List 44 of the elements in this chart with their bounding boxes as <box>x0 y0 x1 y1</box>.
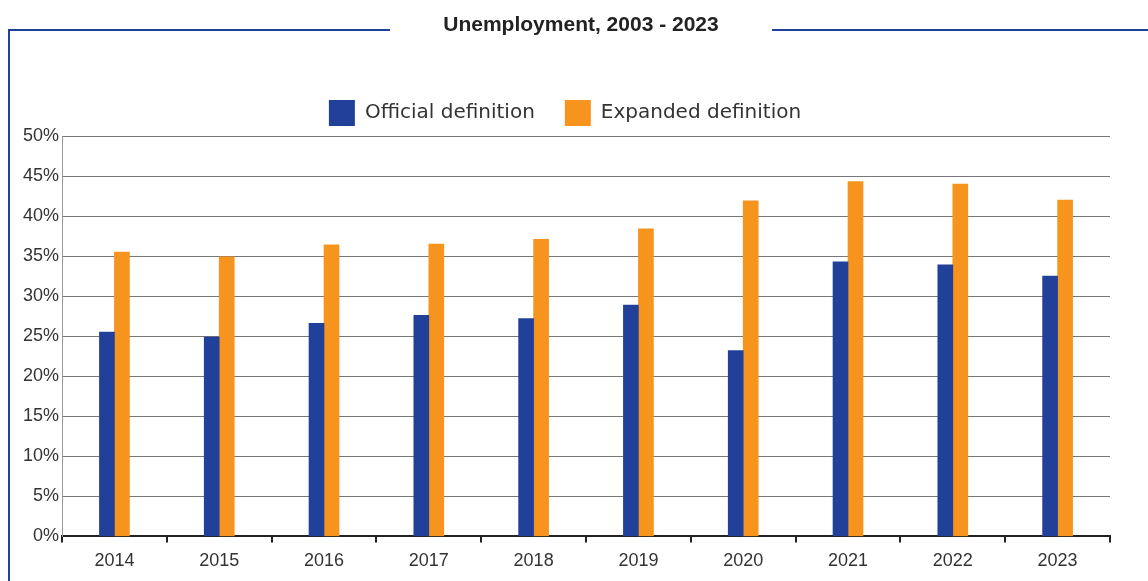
legend-label: Expanded definition <box>600 99 802 124</box>
y-tick-label: 0% <box>33 525 60 546</box>
bar <box>533 238 549 537</box>
x-tick-label: 2023 <box>1037 550 1078 571</box>
x-tick-label: 2014 <box>94 550 135 571</box>
y-tick-label: 10% <box>23 445 60 466</box>
y-tick-label: 20% <box>23 365 60 386</box>
y-tick-label: 35% <box>23 245 60 266</box>
bar <box>308 323 325 537</box>
chart-title: Unemployment, 2003 - 2023 <box>390 12 772 36</box>
bar <box>638 228 654 537</box>
bar <box>218 256 235 537</box>
bar <box>413 315 430 537</box>
y-tick-label: 40% <box>23 205 60 226</box>
bar <box>742 200 759 537</box>
y-tick-label: 15% <box>23 405 60 426</box>
y-tick-label: 50% <box>23 124 60 145</box>
bar <box>518 318 534 537</box>
x-tick-label: 2022 <box>932 550 973 571</box>
bar <box>847 181 864 537</box>
y-tick-label: 25% <box>23 325 60 346</box>
bar <box>114 251 130 537</box>
x-tick-label: 2016 <box>304 550 345 571</box>
bar <box>1042 275 1058 537</box>
x-tick-label: 2017 <box>408 550 449 571</box>
bar <box>428 243 445 537</box>
legend-label: Official definition <box>364 99 535 124</box>
x-tick-label: 2015 <box>199 550 240 571</box>
bar <box>832 261 849 537</box>
x-tick-label: 2020 <box>723 550 764 571</box>
bar <box>323 244 340 537</box>
bar <box>952 183 969 537</box>
bar <box>99 331 115 537</box>
bar <box>727 350 744 537</box>
x-tick-label: 2021 <box>827 550 869 571</box>
y-tick-label: 5% <box>33 485 60 506</box>
x-tick-label: 2019 <box>618 550 659 571</box>
bar <box>937 264 954 537</box>
bar <box>1057 199 1073 537</box>
bar <box>623 304 639 537</box>
x-tick-label: 2018 <box>513 550 554 571</box>
bar <box>203 336 220 537</box>
y-tick-label: 45% <box>23 165 60 186</box>
y-tick-label: 30% <box>23 285 60 306</box>
